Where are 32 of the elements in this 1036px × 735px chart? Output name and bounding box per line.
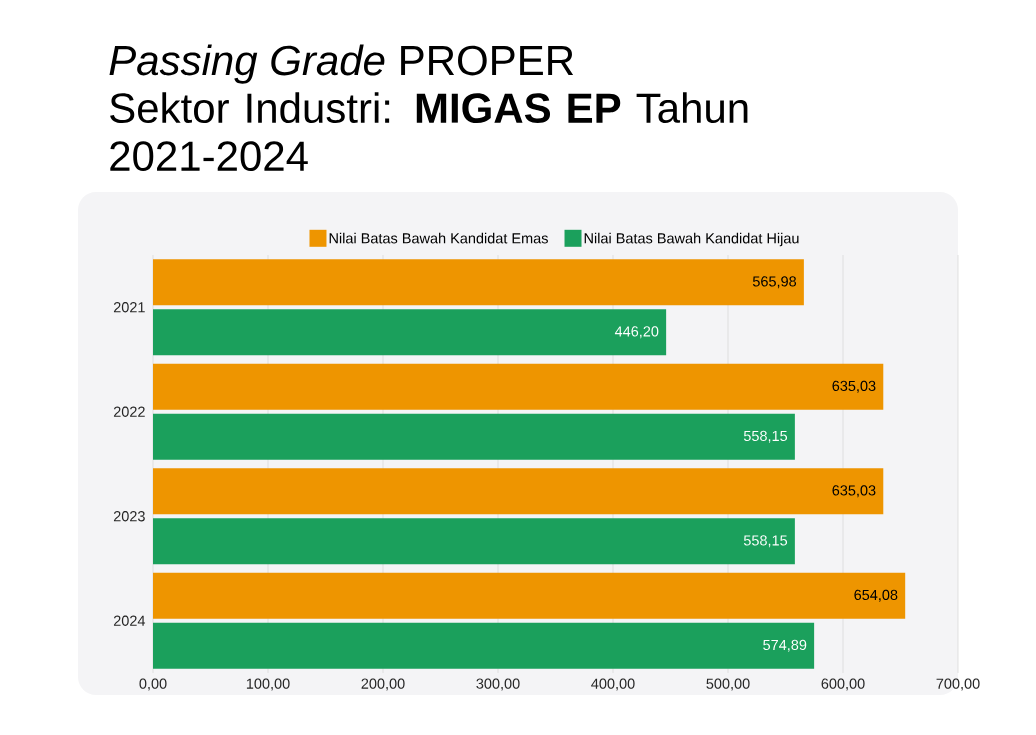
chart-title: Passing Grade PROPER <box>109 44 574 84</box>
data-label: 446,20 <box>614 326 659 339</box>
bar <box>153 363 884 410</box>
data-label: 558,15 <box>743 430 788 443</box>
bar <box>153 309 667 356</box>
bar <box>153 518 795 565</box>
data-label: 558,15 <box>743 535 788 548</box>
y-tick-label: 2022 <box>113 406 145 417</box>
x-tick-label: 400,00 <box>591 678 635 691</box>
x-tick-label: 0,00 <box>139 678 167 691</box>
y-tick-label: 2024 <box>113 615 146 626</box>
y-tick-label: 2021 <box>113 302 145 313</box>
y-tick-label: 2023 <box>113 511 145 522</box>
bar <box>153 572 906 619</box>
data-label: 635,03 <box>832 485 876 498</box>
legend-label: Nilai Batas Bawah Kandidat Hijau <box>584 232 799 247</box>
data-label: 654,08 <box>854 589 898 602</box>
bar <box>153 259 804 306</box>
x-tick-label: 700,00 <box>936 678 980 691</box>
bar <box>153 413 795 460</box>
data-label: 635,03 <box>832 380 876 393</box>
data-label: 565,98 <box>752 276 797 289</box>
x-tick-label: 300,00 <box>476 678 520 691</box>
x-tick-label: 100,00 <box>246 678 290 691</box>
legend-label: Nilai Batas Bawah Kandidat Emas <box>329 232 548 244</box>
data-label: 574,89 <box>763 639 807 652</box>
bar <box>153 622 815 669</box>
x-tick-label: 200,00 <box>361 678 405 691</box>
text: Sektor Industri: MIGAS EP Tahun 2021-2024 <box>110 92 748 172</box>
x-tick-label: 500,00 <box>706 678 750 691</box>
x-tick-label: 600,00 <box>821 678 865 691</box>
bar <box>153 468 884 515</box>
